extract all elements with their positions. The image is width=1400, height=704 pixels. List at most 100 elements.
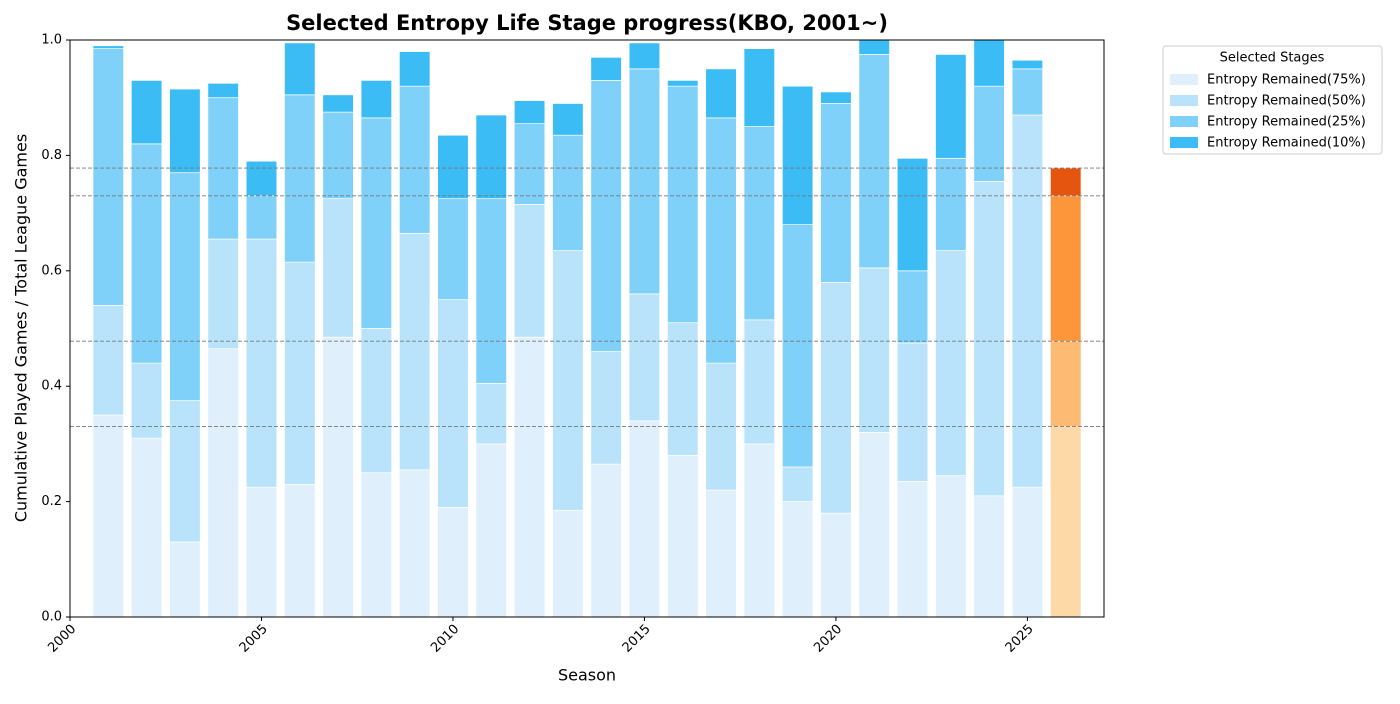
bar-segment (590, 463, 622, 617)
bar-segment (973, 40, 1005, 87)
x-tick-label: 2025 (1003, 622, 1037, 656)
legend-label: Entropy Remained(50%) (1207, 94, 1366, 109)
bar-segment (1050, 167, 1082, 197)
bar-segment (896, 342, 929, 482)
bar-segment (552, 134, 584, 251)
bar-segment (667, 85, 699, 324)
x-tick-label: 2020 (811, 622, 845, 656)
bar-segment (820, 512, 852, 617)
bar-segment (667, 322, 699, 456)
bar-segment (1011, 486, 1044, 617)
bar-segment (705, 489, 737, 617)
y-tick-label: 0.0 (41, 610, 62, 625)
bar-segment (130, 143, 163, 364)
bar-segment (398, 232, 431, 471)
bar-segment (820, 281, 852, 514)
plot-frame (69, 39, 1105, 618)
bar-segment (896, 270, 929, 344)
bar-segment (322, 111, 354, 200)
bar-segment (207, 348, 239, 617)
bar-segment (743, 48, 776, 127)
bar-segment (360, 117, 393, 329)
bar-segment (973, 85, 1005, 182)
legend-label: Entropy Remained(25%) (1207, 115, 1366, 130)
bar-segment (475, 382, 507, 445)
bar-segment (398, 469, 431, 617)
bar-segment (781, 224, 814, 468)
bar-segment (92, 45, 124, 50)
bar-segment (628, 293, 661, 422)
bar-segment (437, 198, 469, 301)
bar-segment (92, 48, 124, 306)
bar-segment (628, 68, 661, 295)
bar-segment (398, 85, 431, 234)
legend-swatch (1170, 137, 1198, 148)
bar-segment (130, 362, 163, 439)
bar-segment (322, 198, 354, 338)
y-tick-label: 1.0 (41, 33, 62, 48)
bar-segment (820, 103, 852, 283)
bar-segment (130, 80, 163, 145)
bar-segment (360, 328, 393, 474)
x-tick-label: 2015 (620, 622, 654, 656)
bar-segment (667, 455, 699, 617)
bar-segment (475, 114, 507, 200)
bar-segment (475, 198, 507, 384)
bar-segment (781, 501, 814, 617)
bar-segment (284, 483, 316, 617)
bar-segment (322, 94, 354, 113)
bar-segment (590, 80, 622, 352)
bar-segment (552, 103, 584, 136)
bar-segment (896, 481, 929, 617)
bar-segment (169, 400, 201, 543)
bar-segment (743, 319, 776, 445)
legend-swatch (1170, 116, 1198, 127)
bar-segment (973, 181, 1005, 497)
bar-segment (552, 250, 584, 511)
bar-segment (360, 80, 393, 119)
bar-segment (973, 495, 1005, 617)
bar-segment (1050, 426, 1082, 617)
bar-segment (858, 54, 890, 269)
legend-frame (1162, 45, 1383, 155)
legend-title: Selected Stages (1220, 51, 1325, 66)
bar-segment (92, 305, 124, 416)
bar-segment (475, 443, 507, 617)
x-tick-label: 2005 (237, 622, 271, 656)
bar-segment (513, 100, 546, 125)
bar-segment (1011, 59, 1044, 70)
bar-segment (820, 91, 852, 104)
bar-segment (1011, 68, 1044, 116)
bar-segment (858, 267, 890, 433)
y-tick-label: 0.6 (41, 263, 62, 278)
bar-segment (437, 507, 469, 617)
bar-segment (628, 420, 661, 617)
y-tick-label: 0.4 (41, 379, 62, 394)
chart-title: Selected Entropy Life Stage progress(KBO… (286, 11, 888, 35)
bar-segment (130, 437, 163, 617)
bar-segment (552, 509, 584, 617)
bar-segment (935, 157, 967, 251)
bar-segment (590, 351, 622, 465)
bar-segment (935, 250, 967, 476)
bar-segment (667, 80, 699, 87)
bar-segment (169, 541, 201, 617)
plot-area (70, 40, 1104, 617)
bar-segment (284, 261, 316, 485)
bar-segment (437, 134, 469, 200)
bar-segment (1050, 340, 1082, 427)
bar-segment (284, 94, 316, 263)
bar-segment (245, 160, 278, 197)
bar-segment (1050, 195, 1082, 342)
bar-segment (513, 204, 546, 338)
bar-segment (743, 126, 776, 321)
legend-label: Entropy Remained(75%) (1207, 73, 1366, 88)
y-tick-label: 0.2 (41, 494, 62, 509)
bar-segment (284, 42, 316, 96)
bar-segment (322, 336, 354, 617)
bar-segment (245, 486, 278, 617)
bar-segment (628, 42, 661, 70)
bar-segment (169, 172, 201, 401)
